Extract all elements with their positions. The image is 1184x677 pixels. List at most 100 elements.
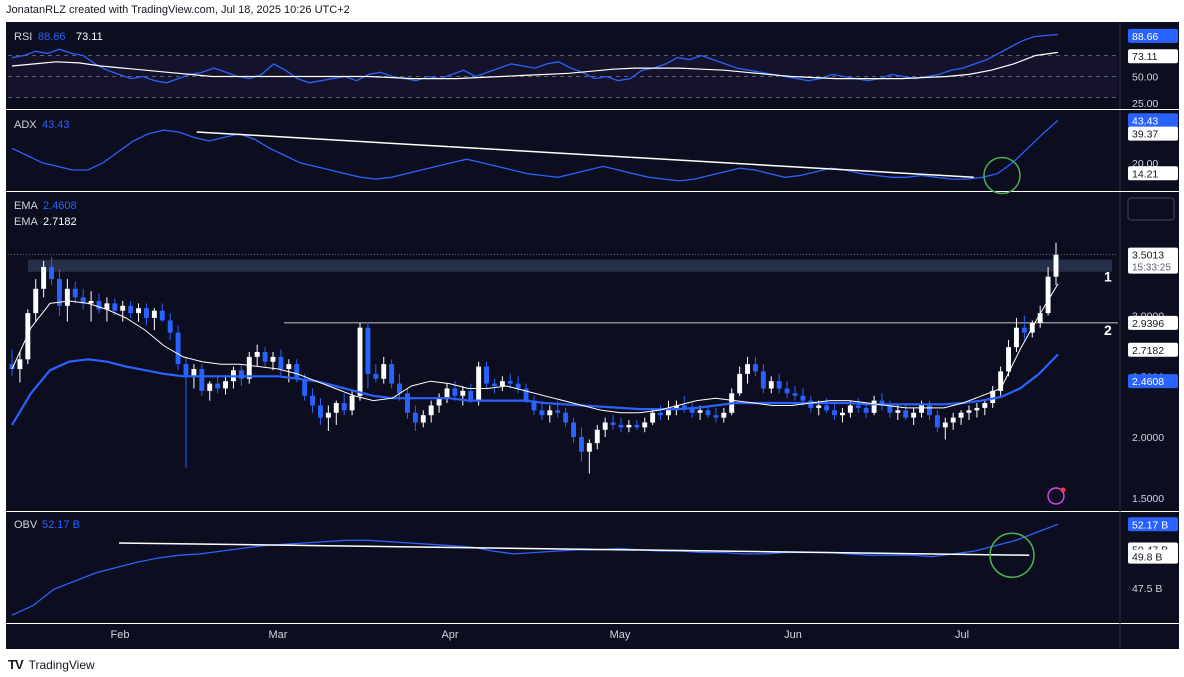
- chart-attribution: JonatanRLZ created with TradingView.com,…: [6, 4, 350, 16]
- candle-down: [579, 437, 584, 452]
- resistance-zone: [28, 259, 1112, 272]
- candle-down: [167, 320, 173, 333]
- obv-trendline: [118, 542, 1030, 556]
- candle-down: [96, 300, 102, 310]
- level-label-1: 1: [1104, 269, 1112, 285]
- adx-axis-label-2: 14.21: [1132, 168, 1158, 180]
- rsi-axis-label-0-box: [1128, 28, 1178, 43]
- candle-down: [531, 400, 537, 411]
- price-axis-label-2: 2.7182: [1132, 345, 1164, 357]
- candle-up: [650, 412, 656, 423]
- candle-up: [333, 403, 339, 413]
- candle-down: [144, 308, 149, 318]
- candle-down: [760, 371, 766, 389]
- time-tick-mar: Mar: [269, 629, 288, 641]
- candle-up: [1014, 327, 1019, 348]
- candle-down: [238, 370, 244, 379]
- candle-up: [444, 388, 450, 399]
- obv-value: 52.17 B: [42, 519, 80, 531]
- candle-down: [887, 405, 893, 413]
- candle-up: [974, 407, 980, 411]
- candle-up: [673, 405, 679, 408]
- candle-up: [958, 412, 964, 418]
- price-axis-label-0-box: [1128, 247, 1178, 274]
- ema-fast-value: 2.7182: [43, 216, 77, 228]
- candle-up: [136, 308, 141, 314]
- candle-down: [112, 303, 118, 311]
- price-axis-label-2-box: [1128, 342, 1178, 357]
- ema-fast-label: EMA: [14, 216, 39, 228]
- candle-up: [191, 369, 197, 377]
- adx-axis-label-1-box: [1128, 126, 1178, 141]
- candle-up: [207, 383, 213, 391]
- candle-up: [966, 410, 972, 413]
- candle-down: [634, 424, 640, 428]
- candle-up: [602, 422, 608, 430]
- time-tick-apr: Apr: [441, 629, 458, 641]
- rsi-axis-label-1: 73.11: [1132, 51, 1158, 63]
- adx-axis-label-1: 39.37: [1132, 129, 1158, 141]
- candle-down: [792, 393, 798, 396]
- ema-slow-value: 2.4608: [43, 200, 77, 212]
- price-axis-label-1: 2.9396: [1132, 318, 1164, 330]
- candle-down: [484, 366, 489, 384]
- candle-up: [666, 407, 671, 416]
- candle-down: [681, 405, 687, 408]
- candle-down: [863, 407, 869, 413]
- candle-up: [151, 310, 157, 318]
- ema-slow-label: EMA: [14, 200, 39, 212]
- time-tick-jul: Jul: [955, 629, 969, 641]
- candle-up: [871, 400, 877, 413]
- candle-down: [365, 327, 371, 374]
- candle-down: [302, 378, 308, 396]
- candle-up: [594, 429, 600, 444]
- level-label-2: 2: [1104, 322, 1112, 338]
- candle-up: [547, 410, 553, 416]
- candle-down: [49, 266, 54, 280]
- candle-up: [911, 412, 917, 418]
- adx-label: ADX: [14, 119, 37, 131]
- candle-down: [72, 288, 78, 298]
- alert-icon: [1047, 487, 1065, 505]
- candle-down: [310, 395, 315, 406]
- alert-dot-icon: [1060, 487, 1066, 493]
- candle-up: [499, 381, 505, 387]
- price-axis-label-0: 3.5013: [1132, 250, 1164, 262]
- candle-up: [33, 288, 39, 314]
- rsi-pane[interactable]: RSI 88.66 73.11 50.00 25.00 88.66 73.11: [6, 22, 1179, 110]
- candle-down: [341, 403, 347, 411]
- candle-down: [262, 352, 268, 362]
- candle-down: [57, 279, 62, 306]
- candle-down: [405, 393, 410, 413]
- candle-up: [357, 327, 363, 396]
- rsi-axis-label-1-box: [1128, 49, 1178, 64]
- candle-down: [397, 383, 402, 394]
- candle-up: [745, 364, 750, 374]
- candle-up: [1006, 347, 1011, 372]
- candle-up: [721, 412, 727, 418]
- candle-up: [436, 398, 442, 406]
- currency-box: [1127, 197, 1175, 221]
- candle-up: [990, 390, 996, 404]
- candle-down: [1021, 327, 1027, 333]
- candle-up: [286, 364, 292, 370]
- candle-down: [689, 407, 695, 413]
- adx-axis-label-0-box: [1128, 113, 1178, 128]
- candle-down: [199, 369, 205, 391]
- price-tick: 1.5000: [1132, 493, 1164, 505]
- candle-down: [278, 356, 284, 370]
- candle-down: [128, 305, 134, 314]
- candle-up: [1053, 254, 1059, 277]
- candle-down: [539, 410, 545, 416]
- price-pane[interactable]: 12EMA2.4608EMA2.71823.00002.50002.00001.…: [6, 192, 1179, 512]
- candle-down: [175, 332, 181, 365]
- candle-up: [626, 424, 632, 428]
- candle-up: [982, 403, 988, 408]
- rsi-axis-label-0: 88.66: [1132, 31, 1158, 43]
- candle-up: [325, 412, 331, 418]
- candle-down: [389, 364, 395, 384]
- rsi-line: [11, 33, 1059, 84]
